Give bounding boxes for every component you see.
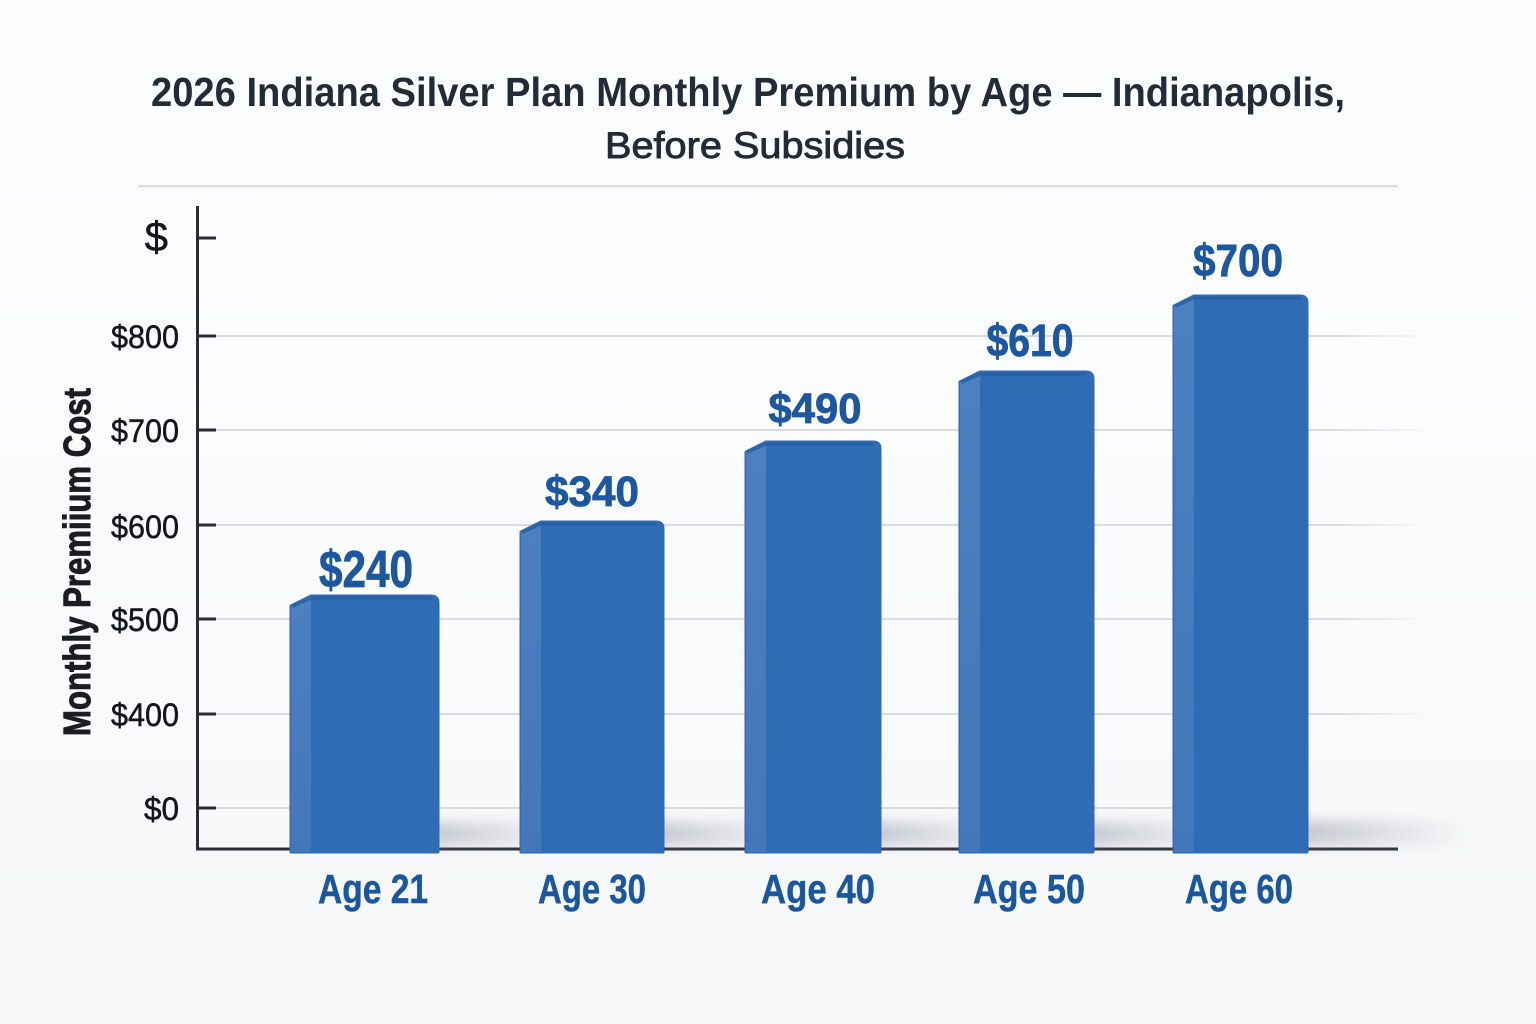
svg-text:$500: $500 xyxy=(111,602,179,638)
svg-text:$0: $0 xyxy=(144,791,179,827)
svg-text:$600: $600 xyxy=(111,509,179,545)
svg-text:$240: $240 xyxy=(319,541,413,599)
svg-text:Age 40: Age 40 xyxy=(761,866,875,912)
svg-text:$: $ xyxy=(145,213,168,260)
svg-text:Age 60: Age 60 xyxy=(1185,866,1293,912)
svg-text:$700: $700 xyxy=(1193,235,1283,286)
svg-text:$610: $610 xyxy=(987,315,1074,366)
svg-text:Age 30: Age 30 xyxy=(538,866,646,912)
svg-text:$700: $700 xyxy=(111,413,179,449)
svg-text:$400: $400 xyxy=(111,697,179,733)
svg-text:$490: $490 xyxy=(769,385,862,433)
svg-text:Age 21: Age 21 xyxy=(318,866,428,912)
svg-text:Age 50: Age 50 xyxy=(973,866,1085,912)
svg-text:$340: $340 xyxy=(545,468,639,516)
svg-text:Monthly Premiium Cost: Monthly Premiium Cost xyxy=(57,388,99,736)
svg-text:2026 Indiana Silver Plan Month: 2026 Indiana Silver Plan Monthly Premium… xyxy=(151,69,1345,115)
svg-text:$800: $800 xyxy=(111,319,179,355)
svg-text:Before Subsidies: Before Subsidies xyxy=(605,125,905,166)
